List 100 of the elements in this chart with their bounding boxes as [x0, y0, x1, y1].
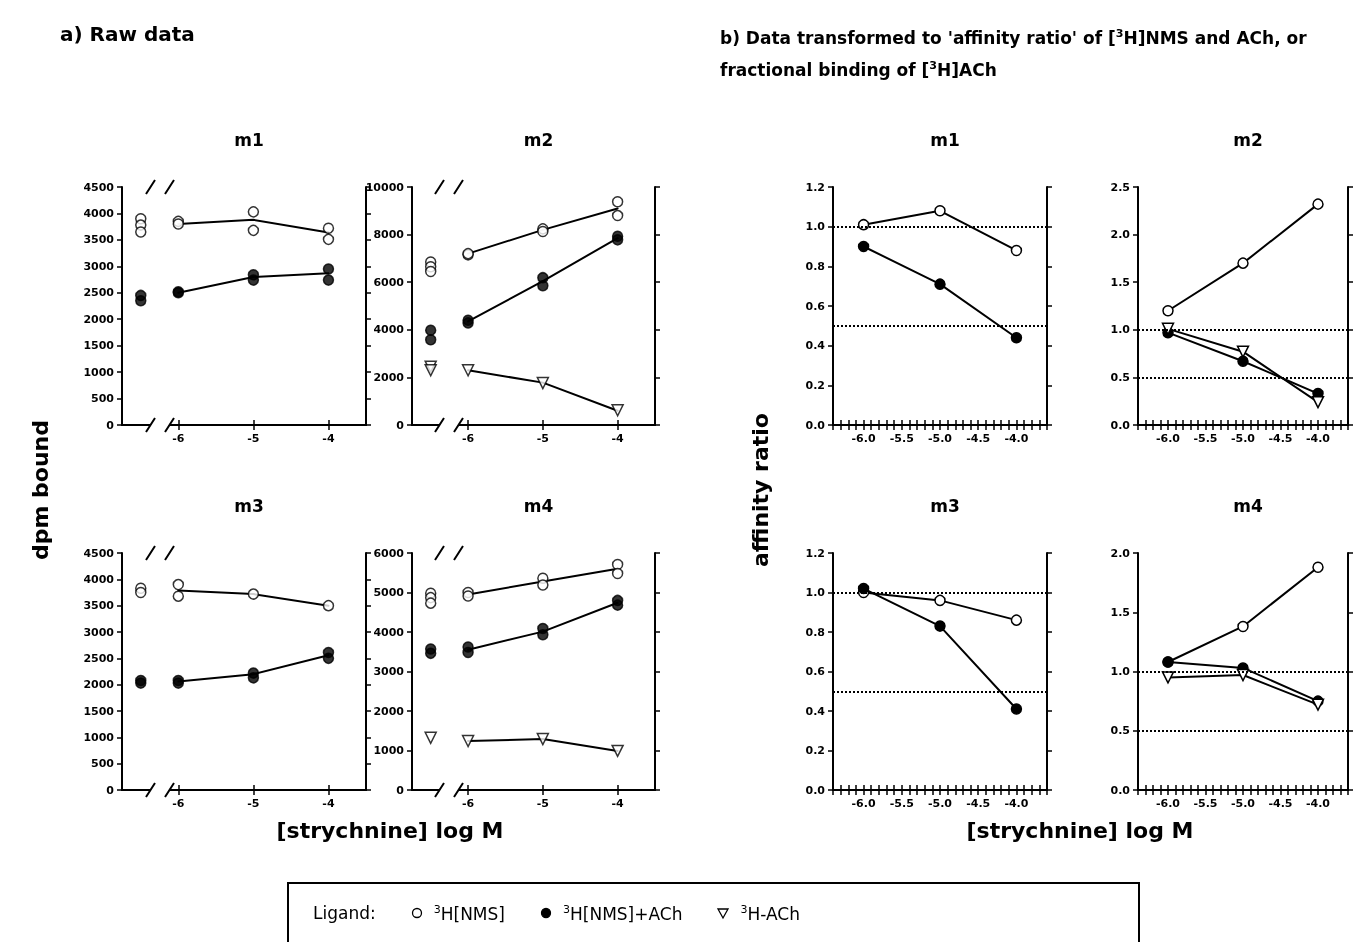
y-tick-label: 0.2	[805, 378, 825, 392]
x-tick-label: -5.5	[889, 432, 914, 445]
x-tick-label: -4.5	[966, 432, 991, 445]
chart-title: m3	[930, 495, 960, 516]
legend-label: $^{3}$H[NMS]+ACh	[562, 902, 683, 924]
x-tick-label: -4.0	[1305, 797, 1331, 810]
y-tick-label: 2500	[83, 651, 115, 665]
x-tick-label: -5.0	[1230, 797, 1256, 810]
y-tick-label: 0.6	[805, 299, 826, 313]
y-tick-label: 500	[91, 757, 115, 771]
y-axis-title: dpm bound	[27, 419, 53, 561]
x-tick-label: -4	[322, 797, 335, 810]
x-tick-label: -4	[611, 432, 625, 445]
legend-title: Ligand:	[313, 903, 376, 923]
y-tick-label: 6000	[373, 275, 405, 289]
x-tick-label: -5.5	[889, 797, 914, 810]
x-axis-title: [strychnine] log M	[966, 817, 1194, 843]
y-tick-label: 2000	[373, 370, 405, 384]
y-tick-label: 1.0	[1110, 665, 1131, 678]
x-tick-label: -5.0	[927, 797, 953, 810]
y-tick-label: 0.6	[805, 665, 826, 678]
x-tick-label: -4	[322, 432, 335, 445]
y-tick-label: 1.5	[1110, 275, 1130, 289]
y-tick-label: 2.0	[1110, 228, 1131, 242]
x-tick-label: -6	[172, 797, 185, 810]
x-tick-label: -5.5	[1193, 432, 1218, 445]
x-tick-label: -4.5	[966, 797, 991, 810]
chart-title: m4	[523, 495, 554, 516]
y-tick-label: 5000	[373, 586, 405, 599]
x-tick-label: -5.0	[1230, 432, 1256, 445]
y-tick-label: 4000	[373, 625, 405, 639]
y-tick-label: 1500	[83, 704, 115, 718]
y-tick-label: 0.0	[1110, 783, 1131, 797]
y-tick-label: 8000	[373, 228, 405, 242]
y-tick-label: 1.2	[805, 546, 825, 560]
chart-title: m1	[930, 129, 960, 150]
chart-title: m2	[1233, 129, 1263, 150]
y-tick-label: 2000	[373, 704, 405, 718]
y-tick-label: 0.0	[805, 783, 826, 797]
x-tick-label: -5.5	[1193, 797, 1218, 810]
chart-title: m1	[234, 129, 264, 150]
x-tick-label: -4.0	[1305, 432, 1331, 445]
text: b) Data transformed to 'affinity ratio' of [$^{3}$H]NMS and ACh, or fractional binding of [$^{3}$H]ACh	[720, 27, 1307, 81]
y-tick-label: 1000	[373, 744, 405, 757]
x-tick-label: -5	[536, 432, 549, 445]
legend-label: $^{3}$H[NMS]	[433, 902, 505, 924]
y-tick-label: 0.5	[1110, 370, 1130, 384]
y-tick-label: 4500	[83, 180, 115, 194]
y-tick-label: 0	[106, 783, 115, 797]
y-tick-label: 2.0	[1110, 546, 1131, 560]
x-tick-label: -6.0	[1155, 797, 1181, 810]
x-tick-label: -6	[461, 797, 475, 810]
y-tick-label: 1.0	[805, 220, 826, 234]
y-tick-label: 0.0	[805, 418, 826, 432]
x-tick-label: -6.0	[851, 797, 876, 810]
y-tick-label: 0	[106, 418, 115, 432]
x-tick-label: -6.0	[1155, 432, 1181, 445]
y-tick-label: 3000	[83, 625, 115, 639]
y-tick-label: 1000	[83, 365, 115, 379]
y-tick-label: 0	[396, 783, 405, 797]
y-tick-label: 3500	[83, 233, 115, 247]
y-tick-label: 1000	[83, 730, 115, 744]
y-tick-label: 0.8	[805, 259, 825, 273]
y-tick-label: 0	[396, 418, 405, 432]
y-tick-label: 6000	[373, 546, 405, 560]
y-tick-label: 2000	[83, 678, 115, 692]
x-tick-label: -4	[611, 797, 625, 810]
y-tick-label: 500	[91, 392, 115, 406]
y-tick-label: 4000	[373, 323, 405, 337]
x-tick-label: -6	[461, 432, 475, 445]
legend-label: $^{3}$H-ACh	[740, 902, 801, 924]
y-tick-label: 1.2	[805, 180, 825, 194]
y-tick-label: 0.8	[805, 625, 825, 639]
chart-title: m3	[234, 495, 264, 516]
chart-title: m2	[523, 129, 554, 150]
y-tick-label: 2500	[83, 286, 115, 300]
y-tick-label: 3000	[373, 665, 405, 678]
y-tick-label: 1.5	[1110, 605, 1130, 619]
y-tick-label: 0.4	[805, 339, 826, 353]
x-tick-label: -6	[172, 432, 185, 445]
y-tick-label: 4000	[83, 206, 115, 220]
y-tick-label: 1.0	[805, 586, 826, 599]
y-tick-label: 2.5	[1110, 180, 1130, 194]
y-tick-label: 0.5	[1110, 724, 1130, 738]
y-tick-label: 0.2	[805, 744, 825, 757]
y-tick-label: 0.4	[805, 704, 826, 718]
x-tick-label: -5	[247, 797, 260, 810]
y-tick-label: 4500	[83, 546, 115, 560]
y-tick-label: 3500	[83, 599, 115, 613]
y-tick-label: 1500	[83, 339, 115, 353]
y-tick-label: 4000	[83, 572, 115, 586]
chart-title: m4	[1233, 495, 1263, 516]
x-tick-label: -4.5	[1268, 797, 1293, 810]
y-tick-label: 3000	[83, 259, 115, 273]
x-tick-label: -6.0	[851, 432, 876, 445]
x-tick-label: -4.5	[1268, 432, 1293, 445]
y-tick-label: 0.0	[1110, 418, 1131, 432]
y-tick-label: 10000	[365, 180, 405, 194]
y-tick-label: 1.0	[1110, 323, 1131, 337]
x-tick-label: -5.0	[927, 432, 953, 445]
